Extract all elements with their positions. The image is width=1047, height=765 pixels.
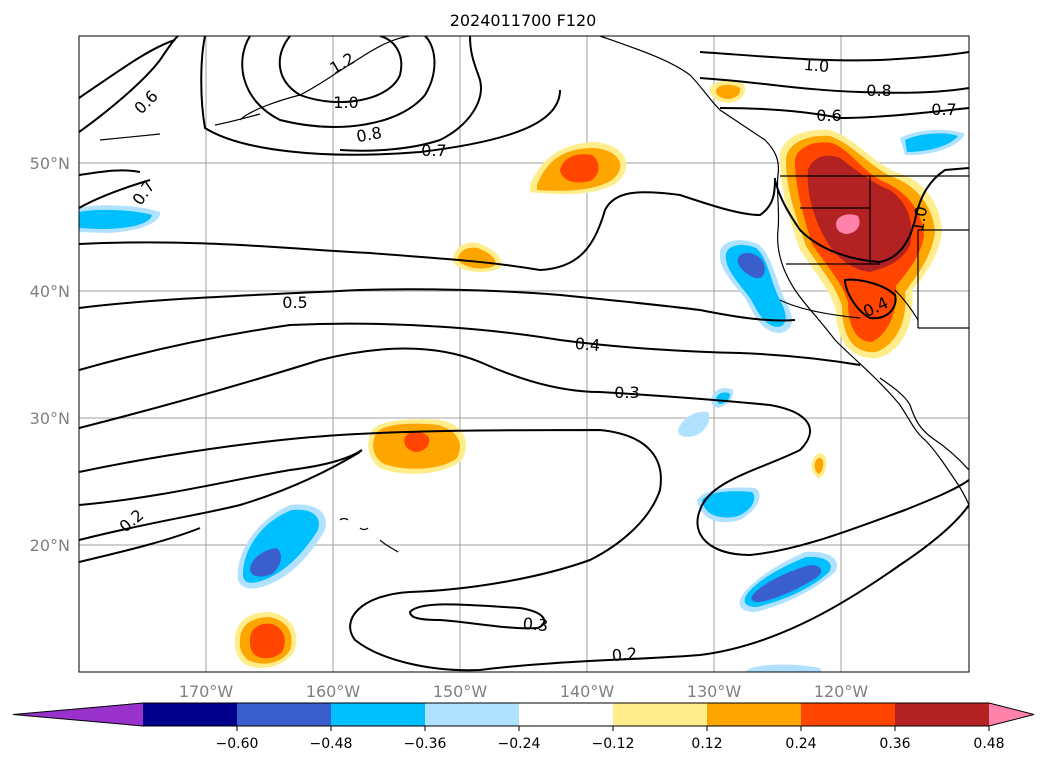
figure-title: 2024011700 F120 [450, 11, 597, 30]
contour-label: 0.5 [282, 293, 307, 312]
lon-label: 140°W [560, 682, 615, 701]
contour-label: 0.2 [611, 644, 638, 665]
contour-label: 0.3 [614, 383, 639, 402]
lat-label: 30°N [30, 409, 70, 428]
colorbar-extend-high [989, 703, 1034, 726]
contour-label: 0.8 [866, 81, 891, 100]
lon-label: 170°W [179, 682, 234, 701]
colorbar-tick-label: 0.24 [785, 736, 816, 752]
colorbar-segment [143, 703, 238, 726]
colorbar-extend-low [13, 703, 143, 726]
latitude-labels: 50°N 40°N 30°N 20°N [30, 154, 70, 555]
colorbar-segment [519, 703, 614, 726]
contour-label: 0.8 [355, 123, 383, 146]
contour-label: 0.3 [522, 614, 549, 635]
contour-label: 1.0 [803, 55, 830, 76]
longitude-labels: 170°W 160°W 150°W 140°W 130°W 120°W [179, 682, 869, 701]
lon-label: 120°W [814, 682, 869, 701]
contour-label: 1.0 [333, 93, 358, 112]
contour-lines [79, 36, 969, 672]
colorbar-outline [12, 702, 1035, 727]
colorbar: −0.60 −0.48 −0.36 −0.24 −0.12 0.12 0.24 0.36 0.4… [12, 702, 1035, 752]
lon-label: 160°W [306, 682, 361, 701]
colorbar-tick-label: 0.48 [973, 736, 1004, 752]
contour-label: 0.4 [574, 334, 601, 355]
colorbar-segment [895, 703, 990, 726]
colorbar-segment [331, 703, 426, 726]
colorbar-segment [425, 703, 520, 726]
lat-label: 50°N [30, 154, 70, 173]
lat-label: 20°N [30, 536, 70, 555]
coastlines [99, 36, 969, 553]
lon-label: 150°W [433, 682, 488, 701]
contour-label: 1.0 [908, 205, 931, 233]
shaded-anomalies [79, 80, 965, 672]
colorbar-tick-label: −0.36 [404, 736, 447, 752]
colorbar-segment [801, 703, 896, 726]
lon-label: 130°W [687, 682, 742, 701]
colorbar-tick-label: 0.12 [691, 736, 722, 752]
map-frame [78, 35, 970, 673]
colorbar-segment [707, 703, 802, 726]
colorbar-tick-label: 0.36 [879, 736, 910, 752]
colorbar-tick-label: −0.12 [592, 736, 635, 752]
contour-label: 0.7 [931, 100, 956, 119]
lat-label: 40°N [30, 282, 70, 301]
colorbar-segment [613, 703, 708, 726]
colorbar-tick-label: −0.48 [310, 736, 353, 752]
gridlines [79, 36, 969, 672]
colorbar-tick-label: −0.60 [216, 736, 259, 752]
map-area: 1.2 1.0 0.8 0.7 0.6 0.7 0.5 0.4 0.3 0.2 … [79, 36, 969, 672]
contour-label: 0.7 [421, 141, 446, 160]
contour-label: 0.6 [816, 106, 841, 125]
colorbar-segment [237, 703, 332, 726]
colorbar-tick-label: −0.24 [498, 736, 541, 752]
